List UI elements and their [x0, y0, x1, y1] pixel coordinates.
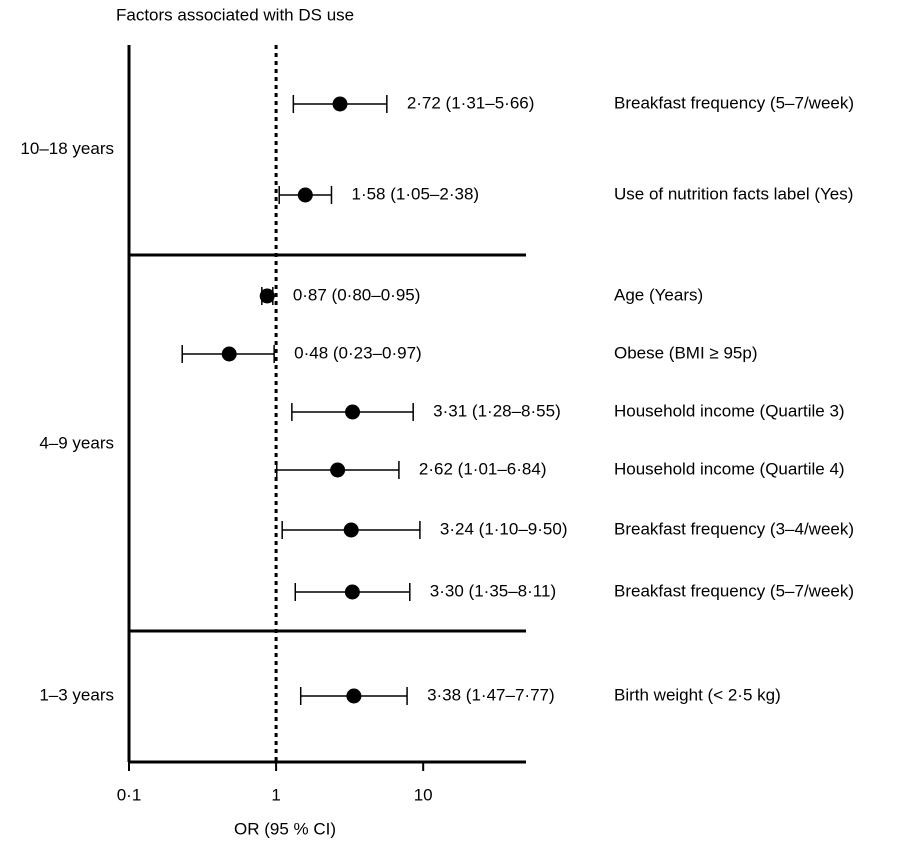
point-estimate — [221, 346, 237, 362]
value-label: 3·38 (1·47–7·77) — [427, 685, 555, 704]
x-tick-label: 1 — [271, 785, 280, 804]
x-tick-label: 10 — [414, 785, 433, 804]
value-label: 3·30 (1·35–8·11) — [430, 581, 556, 600]
point-estimate — [344, 584, 360, 600]
point-estimate — [259, 288, 275, 304]
value-label: 2·62 (1·01–6·84) — [419, 459, 547, 478]
row-label: Age (Years) — [614, 285, 703, 304]
point-estimate — [346, 688, 362, 704]
group-label: 1–3 years — [39, 685, 114, 704]
value-label: 1·58 (1·05–2·38) — [351, 184, 479, 203]
row-label: Breakfast frequency (5–7/week) — [614, 581, 854, 600]
point-estimate — [330, 462, 346, 478]
group-label: 4–9 years — [39, 433, 114, 452]
row-label: Birth weight (< 2·5 kg) — [614, 685, 781, 704]
row-label: Household income (Quartile 3) — [614, 401, 845, 420]
value-label: 0·48 (0·23–0·97) — [294, 343, 422, 362]
row-label: Breakfast frequency (5–7/week) — [614, 93, 854, 112]
value-label: 2·72 (1·31–5·66) — [407, 93, 535, 112]
value-label: 3·24 (1·10–9·50) — [440, 519, 568, 538]
point-estimate — [332, 96, 348, 112]
row-label: Use of nutrition facts label (Yes) — [614, 184, 853, 203]
chart-title: Factors associated with DS use — [116, 5, 354, 24]
row-label: Obese (BMI ≥ 95p) — [614, 343, 758, 362]
value-label: 0·87 (0·80–0·95) — [293, 285, 421, 304]
x-tick-label: 0·1 — [117, 785, 142, 804]
row-label: Household income (Quartile 4) — [614, 459, 845, 478]
point-estimate — [345, 404, 361, 420]
x-axis-label: OR (95 % CI) — [234, 819, 336, 838]
point-estimate — [343, 522, 359, 538]
value-label: 3·31 (1·28–8·55) — [433, 401, 561, 420]
row-label: Breakfast frequency (3–4/week) — [614, 519, 854, 538]
point-estimate — [297, 187, 313, 203]
group-label: 10–18 years — [20, 139, 114, 158]
